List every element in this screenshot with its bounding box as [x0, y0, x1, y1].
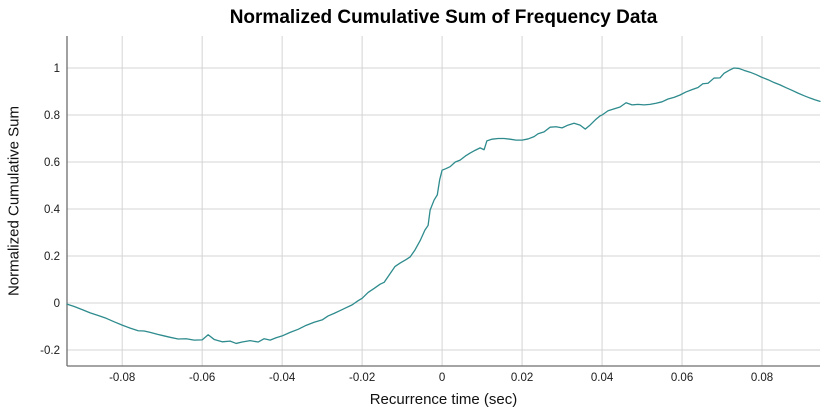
x-tick-label: -0.06	[189, 372, 215, 384]
y-tick-label: 0.6	[44, 157, 60, 169]
x-tick-label: 0.04	[591, 372, 614, 384]
x-tick-label: -0.02	[349, 372, 375, 384]
x-tick-label: 0.02	[511, 372, 533, 384]
x-axis-label: Recurrence time (sec)	[369, 391, 518, 408]
data-line-normalized-cumulative-sum	[66, 67, 821, 345]
x-tick-label: 0	[439, 372, 445, 384]
y-axis-label: Normalized Cumulative Sum	[5, 105, 23, 297]
y-tick-label: 1	[54, 63, 60, 75]
x-tick-label: 0.08	[751, 372, 773, 384]
y-tick-label: -0.2	[40, 345, 60, 357]
chart-title: Normalized Cumulative Sum of Frequency D…	[229, 7, 658, 28]
y-tick-label: 0.8	[44, 110, 60, 122]
y-tick-label: 0	[54, 298, 60, 310]
x-tick-label: 0.06	[671, 372, 693, 384]
x-tick-label: -0.08	[109, 372, 135, 384]
y-tick-label: 0.4	[44, 204, 61, 216]
x-tick-label: -0.04	[269, 372, 296, 384]
y-tick-label: 0.2	[44, 251, 60, 263]
